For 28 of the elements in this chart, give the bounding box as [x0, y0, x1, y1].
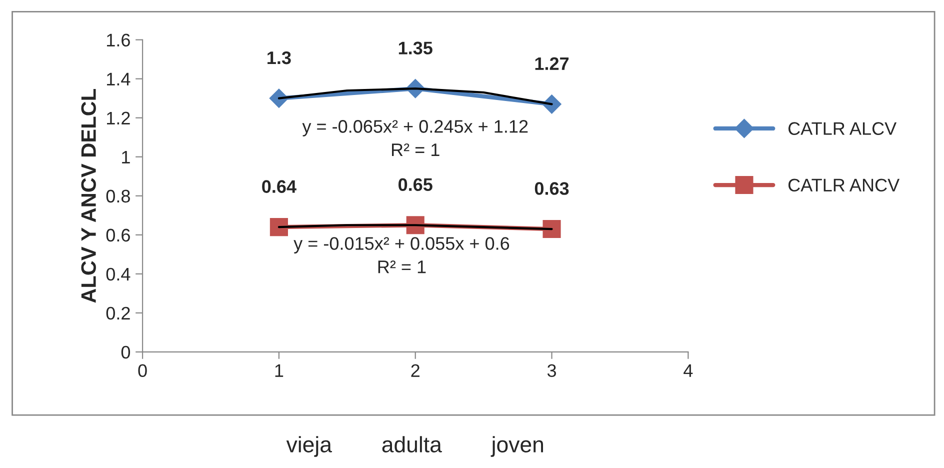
point	[542, 220, 561, 238]
y-tick-label: 1.6	[107, 34, 130, 46]
x-tick-label: 0	[138, 364, 147, 378]
y-tick-label: 1.2	[107, 112, 130, 124]
y-tick-label: 1.4	[107, 72, 130, 86]
data-label: 1.3	[268, 51, 291, 64]
x-tick-label: 3	[547, 364, 556, 378]
legend-label: CATLR ANCV	[788, 178, 900, 192]
x-tick-label: 1	[275, 364, 284, 377]
x-tick-label: 4	[684, 364, 693, 377]
point	[270, 218, 288, 236]
y-axis-title: ALCV Y ANCV DELCL	[81, 89, 96, 303]
x-axis-title: vieja adulta joven	[286, 436, 544, 457]
y-tick-label: 0	[121, 346, 130, 359]
x-tick-label: 2	[411, 364, 420, 377]
y-tick-label: 0.4	[106, 268, 130, 281]
annotation: y = -0.015x² + 0.055x + 0.6 R² = 1	[294, 237, 510, 274]
data-label: 0.65	[398, 178, 432, 191]
y-tick-label: 0.8	[106, 190, 130, 203]
y-tick-label: 1	[122, 150, 130, 164]
y-tick-label: 0.2	[106, 306, 130, 320]
data-label: 1.35	[398, 42, 432, 54]
data-label: 1.27	[535, 57, 569, 70]
data-label: 0.63	[534, 182, 569, 195]
y-tick-label: 0.6	[106, 228, 130, 242]
annotation: y = -0.065x² + 0.245x + 1.12 R² = 1	[302, 120, 528, 156]
data-label: 0.64	[262, 180, 296, 193]
legend-label: CATLR ALCV	[788, 122, 897, 135]
